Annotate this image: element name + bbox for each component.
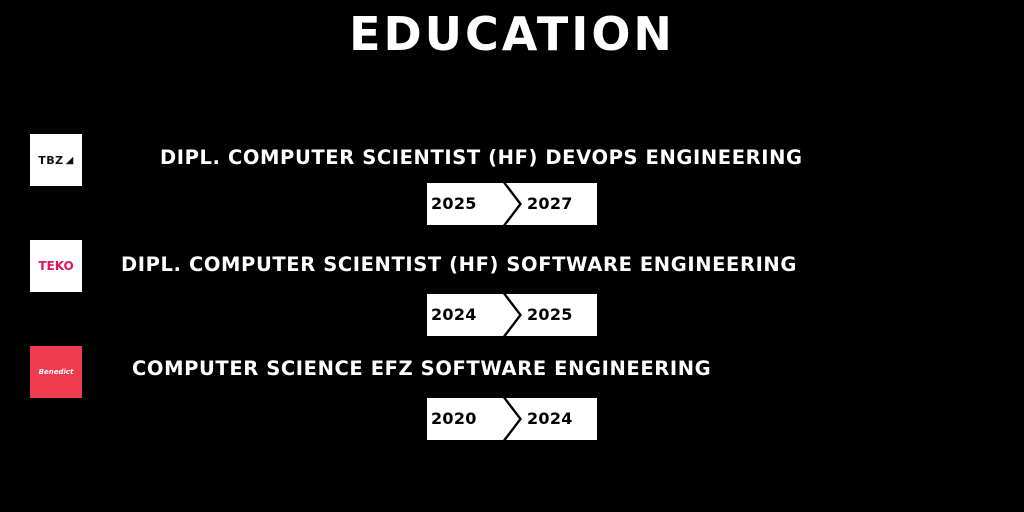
end-year: 2024 bbox=[527, 409, 573, 428]
end-year: 2027 bbox=[527, 194, 573, 213]
year-range-arrows bbox=[427, 398, 597, 440]
page-title: EDUCATION bbox=[349, 7, 675, 61]
tbz-logo-text: TBZ bbox=[38, 153, 64, 167]
teko-logo: TEKO bbox=[30, 240, 82, 292]
year-range: 2020 2024 bbox=[427, 398, 597, 440]
degree-title: DIPL. COMPUTER SCIENTIST (HF) DEVOPS ENG… bbox=[160, 146, 803, 169]
tbz-logo: TBZ ◢ bbox=[30, 134, 82, 186]
year-range: 2024 2025 bbox=[427, 294, 597, 336]
degree-title: COMPUTER SCIENCE EFZ SOFTWARE ENGINEERIN… bbox=[132, 357, 712, 380]
year-range: 2025 2027 bbox=[427, 183, 597, 225]
end-year: 2025 bbox=[527, 305, 573, 324]
teko-logo-text: TEKO bbox=[38, 259, 74, 273]
year-range-arrows bbox=[427, 294, 597, 336]
start-year: 2020 bbox=[431, 409, 477, 428]
degree-title: DIPL. COMPUTER SCIENTIST (HF) SOFTWARE E… bbox=[121, 253, 797, 276]
start-year: 2025 bbox=[431, 194, 477, 213]
benedict-logo: Benedict bbox=[30, 346, 82, 398]
start-year: 2024 bbox=[431, 305, 477, 324]
year-range-arrows bbox=[427, 183, 597, 225]
triangle-icon: ◢ bbox=[65, 154, 74, 166]
benedict-logo-text: Benedict bbox=[38, 368, 74, 376]
